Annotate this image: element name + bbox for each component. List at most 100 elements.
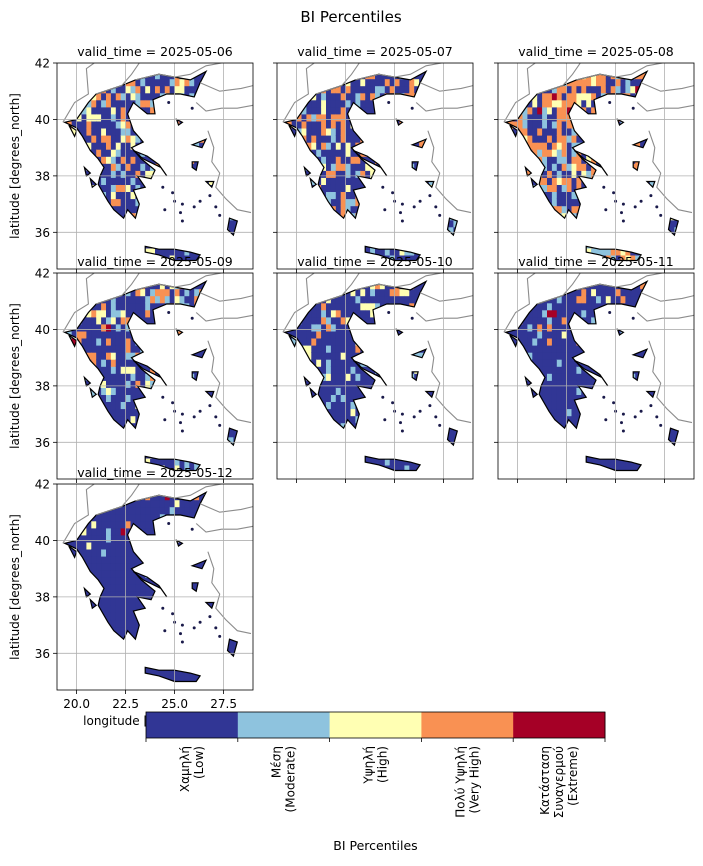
raster-cell xyxy=(189,345,195,353)
raster-cell xyxy=(331,142,337,150)
raster-cell xyxy=(189,274,195,282)
raster-cell xyxy=(302,121,308,129)
raster-cell xyxy=(277,262,283,270)
raster-cell xyxy=(674,93,680,101)
raster-cell xyxy=(616,184,622,192)
raster-cell xyxy=(287,177,293,185)
raster-cell xyxy=(116,79,122,87)
raster-cell xyxy=(547,206,553,214)
raster-cell xyxy=(243,213,249,221)
raster-cell xyxy=(576,121,582,129)
raster-cell xyxy=(243,72,249,80)
raster-cell xyxy=(62,472,68,480)
raster-cell xyxy=(508,156,514,164)
raster-cell xyxy=(463,199,469,207)
raster-cell xyxy=(101,338,107,346)
raster-cell xyxy=(287,248,293,256)
raster-cell xyxy=(601,86,607,94)
raster-cell xyxy=(557,135,563,143)
raster-cell xyxy=(111,100,117,108)
raster-cell xyxy=(214,227,220,235)
raster-cell xyxy=(96,79,102,87)
raster-cell xyxy=(444,93,450,101)
raster-cell xyxy=(385,135,391,143)
raster-cell xyxy=(77,282,83,290)
raster-cell xyxy=(395,79,401,87)
raster-cell xyxy=(101,387,107,395)
raster-cell xyxy=(297,213,303,221)
raster-cell xyxy=(131,296,137,304)
raster-cell xyxy=(351,177,357,185)
raster-cell xyxy=(306,156,312,164)
raster-cell xyxy=(229,170,235,178)
raster-cell xyxy=(67,451,73,459)
raster-cell xyxy=(111,199,117,207)
raster-cell xyxy=(111,128,117,136)
raster-cell xyxy=(277,86,283,94)
raster-cell xyxy=(189,331,195,339)
raster-cell xyxy=(282,241,288,249)
raster-cell xyxy=(165,241,171,249)
raster-cell xyxy=(101,177,107,185)
raster-cell xyxy=(316,114,322,122)
raster-cell xyxy=(572,241,578,249)
raster-cell xyxy=(625,163,631,171)
raster-cell xyxy=(82,359,88,367)
raster-cell xyxy=(385,199,391,207)
raster-cell xyxy=(365,72,371,80)
raster-cell xyxy=(101,149,107,157)
raster-cell xyxy=(453,128,459,136)
raster-cell xyxy=(655,114,661,122)
raster-cell xyxy=(155,289,161,297)
raster-cell xyxy=(449,156,455,164)
raster-cell xyxy=(282,128,288,136)
raster-cell xyxy=(175,366,181,374)
raster-cell xyxy=(331,170,337,178)
raster-cell xyxy=(233,401,239,409)
raster-cell xyxy=(96,128,102,136)
raster-cell xyxy=(434,114,440,122)
raster-cell xyxy=(557,170,563,178)
raster-cell xyxy=(131,177,137,185)
raster-cell xyxy=(601,100,607,108)
raster-cell xyxy=(670,206,676,214)
raster-cell xyxy=(655,142,661,150)
raster-cell xyxy=(444,177,450,185)
raster-cell xyxy=(523,241,529,249)
raster-cell xyxy=(77,64,83,72)
raster-cell xyxy=(140,437,146,445)
raster-cell xyxy=(336,220,342,228)
raster-cell xyxy=(165,289,171,297)
raster-cell xyxy=(621,114,627,122)
raster-cell xyxy=(91,170,97,178)
raster-cell xyxy=(287,149,293,157)
raster-cell xyxy=(527,184,533,192)
raster-cell xyxy=(135,177,141,185)
raster-cell xyxy=(670,170,676,178)
raster-cell xyxy=(616,149,622,157)
raster-cell xyxy=(616,163,622,171)
raster-cell xyxy=(209,234,215,242)
raster-cell xyxy=(679,213,685,221)
raster-cell xyxy=(160,338,166,346)
raster-cell xyxy=(175,373,181,381)
raster-cell xyxy=(77,387,83,395)
raster-cell xyxy=(62,241,68,249)
raster-cell xyxy=(297,86,303,94)
raster-cell xyxy=(189,114,195,122)
raster-cell xyxy=(140,86,146,94)
raster-cell xyxy=(547,142,553,150)
raster-cell xyxy=(409,220,415,228)
raster-cell xyxy=(463,184,469,192)
raster-cell xyxy=(243,241,249,249)
raster-cell xyxy=(306,114,312,122)
raster-cell xyxy=(238,359,244,367)
raster-cell xyxy=(453,135,459,143)
raster-cell xyxy=(175,437,181,445)
raster-cell xyxy=(331,72,337,80)
raster-cell xyxy=(395,213,401,221)
raster-cell xyxy=(547,72,553,80)
raster-cell xyxy=(532,107,538,115)
small-island xyxy=(632,107,635,110)
raster-cell xyxy=(57,248,63,256)
